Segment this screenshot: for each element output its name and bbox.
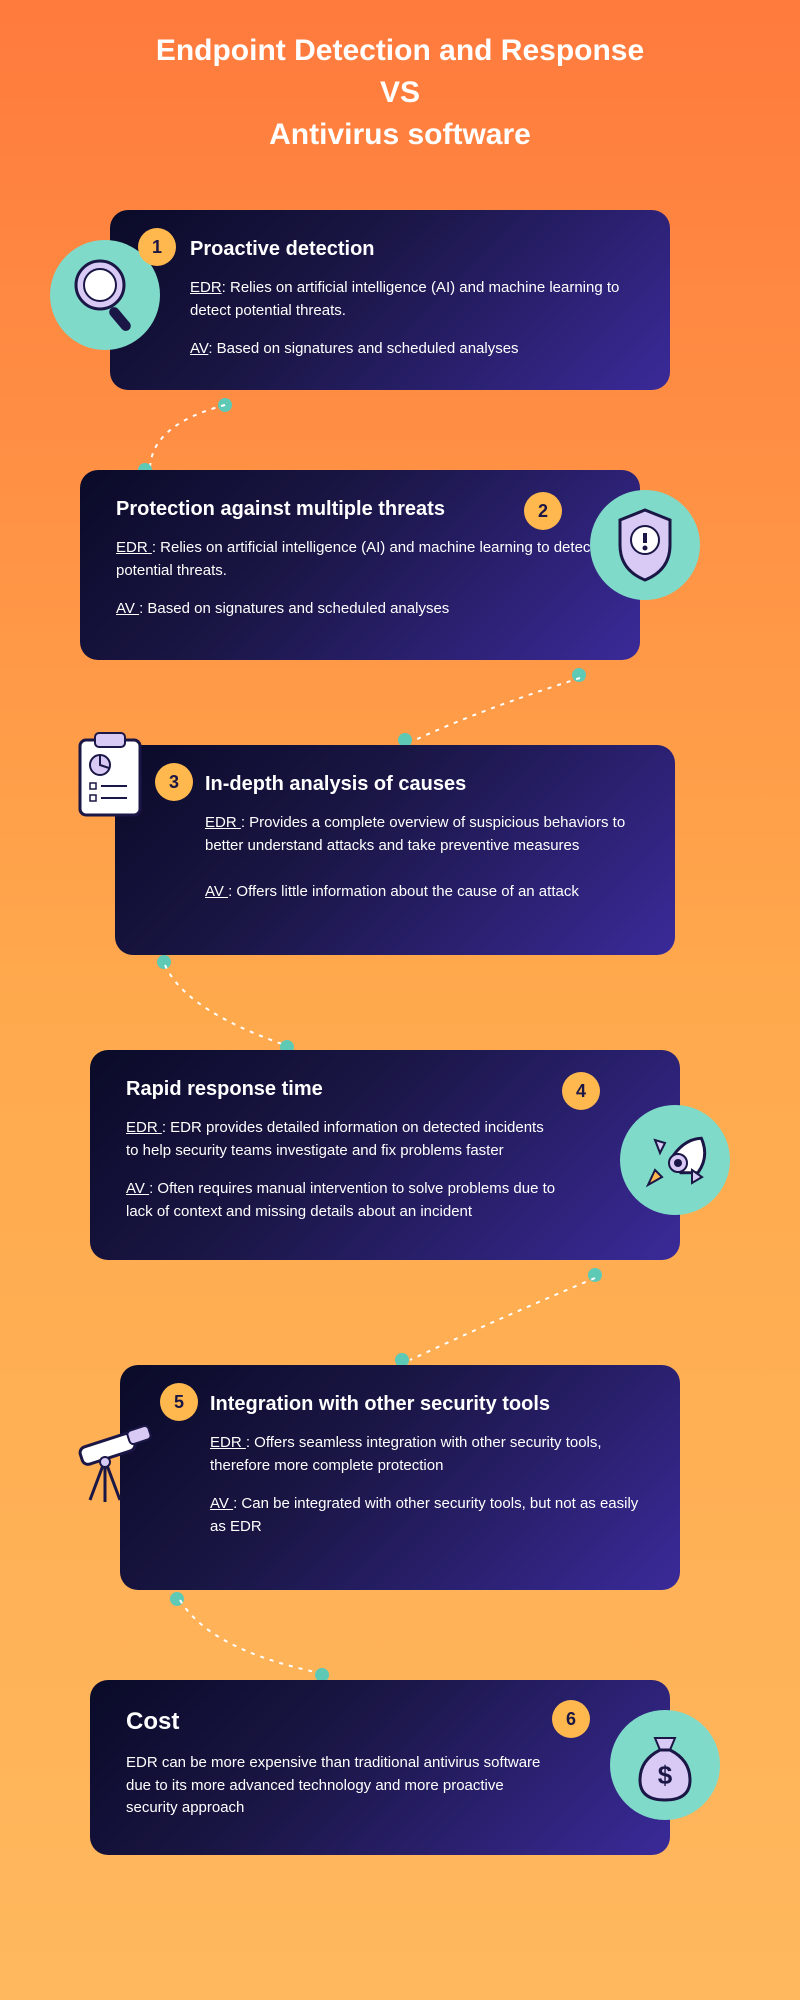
number-badge: 6 — [552, 1700, 590, 1738]
number-badge: 3 — [155, 763, 193, 801]
card-title: In-depth analysis of causes — [205, 773, 639, 796]
card-multiple-threats: 2 Protection against multiple threats ED… — [80, 470, 640, 660]
card-title: Integration with other security tools — [210, 1393, 644, 1416]
rocket-icon — [620, 1105, 730, 1215]
shield-icon — [590, 490, 700, 600]
number-badge: 1 — [138, 228, 176, 266]
title-line-1: Endpoint Detection and Response — [0, 30, 800, 72]
title-line-3: Antivirus software — [0, 114, 800, 156]
title-line-2: VS — [0, 72, 800, 114]
number-badge: 4 — [562, 1072, 600, 1110]
av-text: AV : Offers little information about the… — [205, 881, 639, 904]
moneybag-icon: $ — [610, 1710, 720, 1820]
connector-line — [405, 668, 605, 748]
card-integration: 5 Integration with other security tools … — [120, 1365, 680, 1590]
av-text: AV: Based on signatures and scheduled an… — [190, 338, 634, 361]
clipboard-icon — [60, 725, 160, 825]
body-text: EDR can be more expensive than tradition… — [126, 1752, 546, 1820]
card-title: Proactive detection — [190, 238, 634, 261]
card-response-time: 4 Rapid response time EDR : EDR provides… — [90, 1050, 680, 1260]
av-text: AV : Can be integrated with other securi… — [210, 1493, 644, 1538]
av-text: AV : Often requires manual intervention … — [126, 1178, 556, 1223]
number-badge: 5 — [160, 1383, 198, 1421]
connector-line — [400, 1268, 620, 1368]
telescope-icon — [60, 1410, 170, 1520]
av-text: AV : Based on signatures and scheduled a… — [116, 598, 604, 621]
number-badge: 2 — [524, 492, 562, 530]
card-proactive-detection: 1 Proactive detection EDR: Relies on art… — [110, 210, 670, 390]
edr-text: EDR : EDR provides detailed information … — [126, 1117, 556, 1162]
edr-text: EDR : Provides a complete overview of su… — [205, 812, 639, 857]
edr-text: EDR : Relies on artificial intelligence … — [116, 537, 604, 582]
connector-line — [170, 1595, 330, 1685]
svg-text:$: $ — [658, 1760, 673, 1790]
card-analysis: 3 In-depth analysis of causes EDR : Prov… — [115, 745, 675, 955]
page-title: Endpoint Detection and Response VS Antiv… — [0, 0, 800, 156]
edr-text: EDR: Relies on artificial intelligence (… — [190, 277, 634, 322]
edr-text: EDR : Offers seamless integration with o… — [210, 1432, 644, 1477]
card-cost: $ 6 Cost EDR can be more expensive than … — [90, 1680, 670, 1855]
connector-line — [155, 960, 295, 1050]
